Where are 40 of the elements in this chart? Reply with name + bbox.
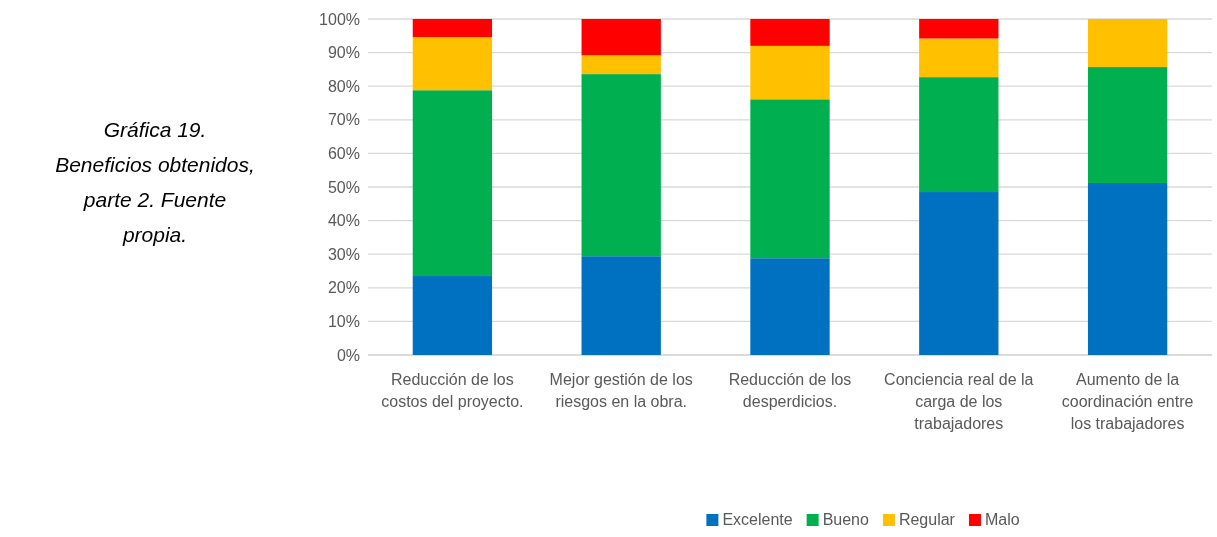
y-tick-label: 80%: [327, 77, 360, 95]
y-tick-label: 40%: [327, 212, 360, 230]
bar: [412, 90, 493, 277]
bar: [412, 37, 493, 91]
y-tick-label: 60%: [327, 145, 360, 162]
x-tick-label: Aumento de la coordinación entre los trabajadores: [1061, 371, 1194, 432]
x-tick-label: Mejor gestión de los riesgos en la obra.: [549, 371, 693, 410]
legend-label: Excelente: [722, 511, 793, 528]
bar: [412, 276, 493, 355]
bar: [919, 38, 999, 78]
legend-label: Bueno: [822, 511, 870, 528]
bar: [1087, 67, 1168, 183]
y-tick-label: 100%: [319, 10, 360, 28]
bar: [919, 77, 999, 193]
bar: [750, 19, 830, 46]
x-tick-label: Conciencia real de la carga de los trabajadores: [884, 371, 1034, 432]
y-tick-label: 0%: [336, 346, 360, 364]
y-tick-label: 30%: [327, 245, 360, 263]
bar: [919, 192, 999, 355]
y-tick-label: 10%: [327, 313, 360, 330]
y-tick-label: 90%: [327, 44, 360, 62]
legend-label: Malo: [984, 511, 1020, 528]
bar: [750, 45, 830, 100]
bar: [581, 55, 661, 75]
bar: [412, 19, 493, 38]
bar: [581, 74, 661, 257]
legend-label: Regular: [898, 511, 956, 528]
bar: [1087, 19, 1168, 68]
y-tick-label: 70%: [327, 111, 360, 129]
bar: [919, 19, 999, 39]
y-tick-label: 50%: [327, 178, 360, 196]
x-tick-label: Reducción de los costos del proyecto.: [381, 371, 524, 410]
bar: [750, 258, 830, 355]
bar: [581, 19, 661, 56]
bar: [1087, 182, 1168, 355]
bar: [581, 256, 661, 355]
x-tick-label: Reducción de los desperdicios.: [728, 371, 852, 410]
bar: [750, 99, 830, 259]
y-tick-label: 20%: [327, 279, 360, 297]
text: Gráfica 19. Beneficios obtenidos, parte 2. Fuente propia.: [55, 118, 255, 246]
